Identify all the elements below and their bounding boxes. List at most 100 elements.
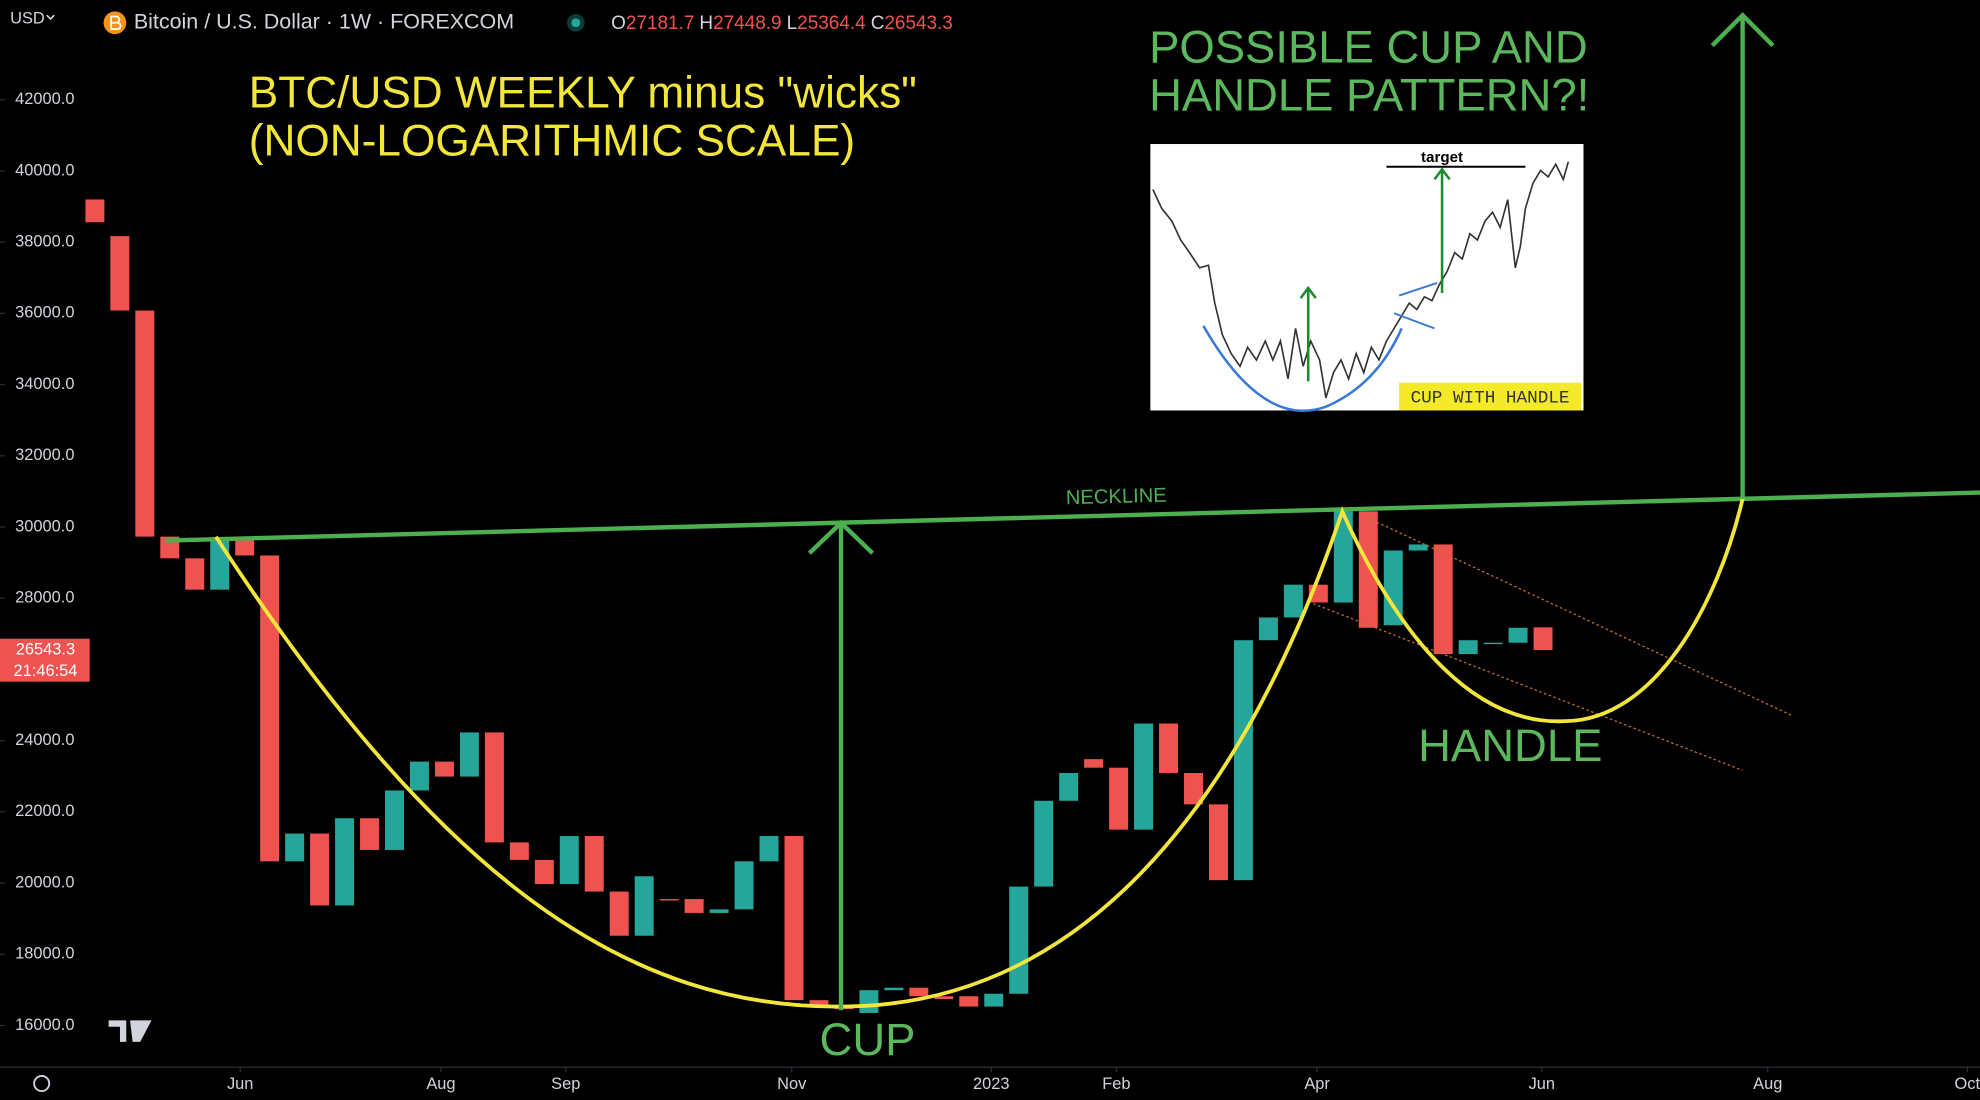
- target-arrow: [1710, 12, 1775, 499]
- inset-arrows: [1299, 167, 1451, 382]
- candle-body: [85, 199, 105, 223]
- candle-body: [1458, 640, 1478, 655]
- candle-body: [634, 876, 654, 936]
- countdown: 21:46:54: [14, 662, 78, 680]
- candle-body: [185, 558, 205, 590]
- candle-body: [859, 990, 879, 1013]
- ohlc-value: 26543.3: [884, 13, 952, 34]
- candle-body: [1358, 511, 1378, 628]
- x-tick-label: 2023: [973, 1075, 1010, 1093]
- candle-body: [1009, 886, 1029, 994]
- y-tick-label: 16000.0: [15, 1016, 74, 1034]
- price-label-box: [0, 638, 90, 682]
- neckline-label: NECKLINE: [1066, 485, 1168, 510]
- inset: target CUP WITH HANDLE: [1150, 144, 1584, 412]
- candle-body: [659, 899, 679, 901]
- ohlc-value: 25364.4: [797, 13, 865, 34]
- candle-body: [1034, 800, 1054, 887]
- x-tick-label: Jun: [227, 1075, 253, 1093]
- candle-body: [584, 836, 604, 892]
- pattern-note: POSSIBLE CUP AND: [1149, 22, 1588, 73]
- symbol[interactable]: Bitcoin / U.S. Dollar · 1W · FOREXCOM: [134, 9, 514, 33]
- y-tick-label: 22000.0: [15, 802, 74, 820]
- bitcoin-glyph: [110, 15, 122, 30]
- cup-arrow: [807, 519, 875, 1011]
- x-tick-label: Apr: [1304, 1075, 1330, 1093]
- y-tick-label: 32000.0: [15, 446, 74, 464]
- inset-panel: [1150, 144, 1584, 411]
- candle-body: [1159, 723, 1179, 774]
- x-tick-label: Jun: [1529, 1075, 1555, 1093]
- candle-body: [1109, 767, 1129, 830]
- currency[interactable]: USD: [10, 9, 45, 27]
- candle-body: [335, 818, 355, 906]
- x-tick-label: Sep: [551, 1075, 580, 1093]
- x-tick-label: Feb: [1102, 1075, 1130, 1093]
- candle-body: [1233, 640, 1253, 881]
- pattern-note: HANDLE PATTERN?!: [1149, 70, 1589, 121]
- x-tick-label: Aug: [426, 1075, 455, 1093]
- y-tick-label: 36000.0: [15, 304, 74, 322]
- candle-body: [1258, 617, 1278, 641]
- logo: [108, 1020, 152, 1042]
- inset-target: target: [1421, 149, 1463, 166]
- candle-body: [534, 859, 554, 885]
- y-tick-label: 20000.0: [15, 873, 74, 891]
- channel-line: [1367, 517, 1794, 717]
- candle-body: [1059, 773, 1079, 801]
- ohlc-label: O: [611, 13, 626, 34]
- candle-body: [959, 996, 979, 1007]
- candle-body: [385, 790, 404, 850]
- candle-body: [260, 555, 280, 862]
- candle-body: [235, 540, 255, 556]
- title-line: (NON-LOGARITHMIC SCALE): [249, 117, 855, 166]
- inset-cup: [1202, 325, 1403, 412]
- channel-line: [1313, 603, 1743, 771]
- y-tick-label: 38000.0: [15, 233, 74, 251]
- candle-body: [1084, 759, 1104, 768]
- candle-body: [609, 891, 629, 936]
- ohlc: O27181.7 H27448.9 L25364.4 C26543.3: [611, 13, 953, 34]
- x-tick-label: Aug: [1753, 1075, 1782, 1093]
- x-tick-label: Nov: [777, 1075, 807, 1093]
- ohlc-value: 27448.9: [713, 13, 781, 34]
- y-tick-label: 42000.0: [15, 90, 74, 108]
- cup-label: CUP: [820, 1014, 916, 1065]
- inset-handle: [1393, 282, 1438, 330]
- candle-body: [1408, 544, 1428, 551]
- inset-caption: CUP WITH HANDLE: [1411, 389, 1570, 409]
- candle-body: [1508, 627, 1528, 643]
- candle-body: [909, 987, 929, 997]
- inset-caption-box: [1399, 382, 1581, 411]
- candle-body: [509, 842, 529, 860]
- y-tick-label: 34000.0: [15, 375, 74, 393]
- candles: [85, 199, 1553, 1013]
- candle-body: [210, 540, 230, 590]
- handle-label: HANDLE: [1418, 720, 1602, 771]
- candle-body: [1483, 642, 1503, 645]
- inset-price: [1152, 161, 1570, 399]
- ohlc-label: H: [699, 13, 713, 34]
- y-tick-label: 40000.0: [15, 161, 74, 179]
- candle-body: [734, 861, 754, 910]
- price-label: 26543.3: [16, 640, 75, 658]
- candle-body: [809, 1000, 829, 1007]
- candle-body: [434, 761, 454, 777]
- y-tick-label: 30000.0: [15, 517, 74, 535]
- currency-chevron: [46, 14, 55, 21]
- candle-body: [1184, 773, 1203, 805]
- cup-curve: [214, 498, 1745, 1009]
- candle-body: [310, 833, 330, 906]
- candle-body: [684, 899, 704, 913]
- settings-icon[interactable]: [33, 1074, 51, 1093]
- candle-body: [1208, 804, 1228, 881]
- candle-body: [559, 836, 579, 885]
- y-tick-label: 18000.0: [15, 945, 74, 963]
- candle-body: [360, 818, 380, 850]
- title-line: BTC/USD WEEKLY minus "wicks": [249, 69, 917, 118]
- candle-body: [709, 909, 729, 913]
- ohlc-label: C: [871, 13, 885, 34]
- ohlc-value: 27181.7: [626, 13, 694, 34]
